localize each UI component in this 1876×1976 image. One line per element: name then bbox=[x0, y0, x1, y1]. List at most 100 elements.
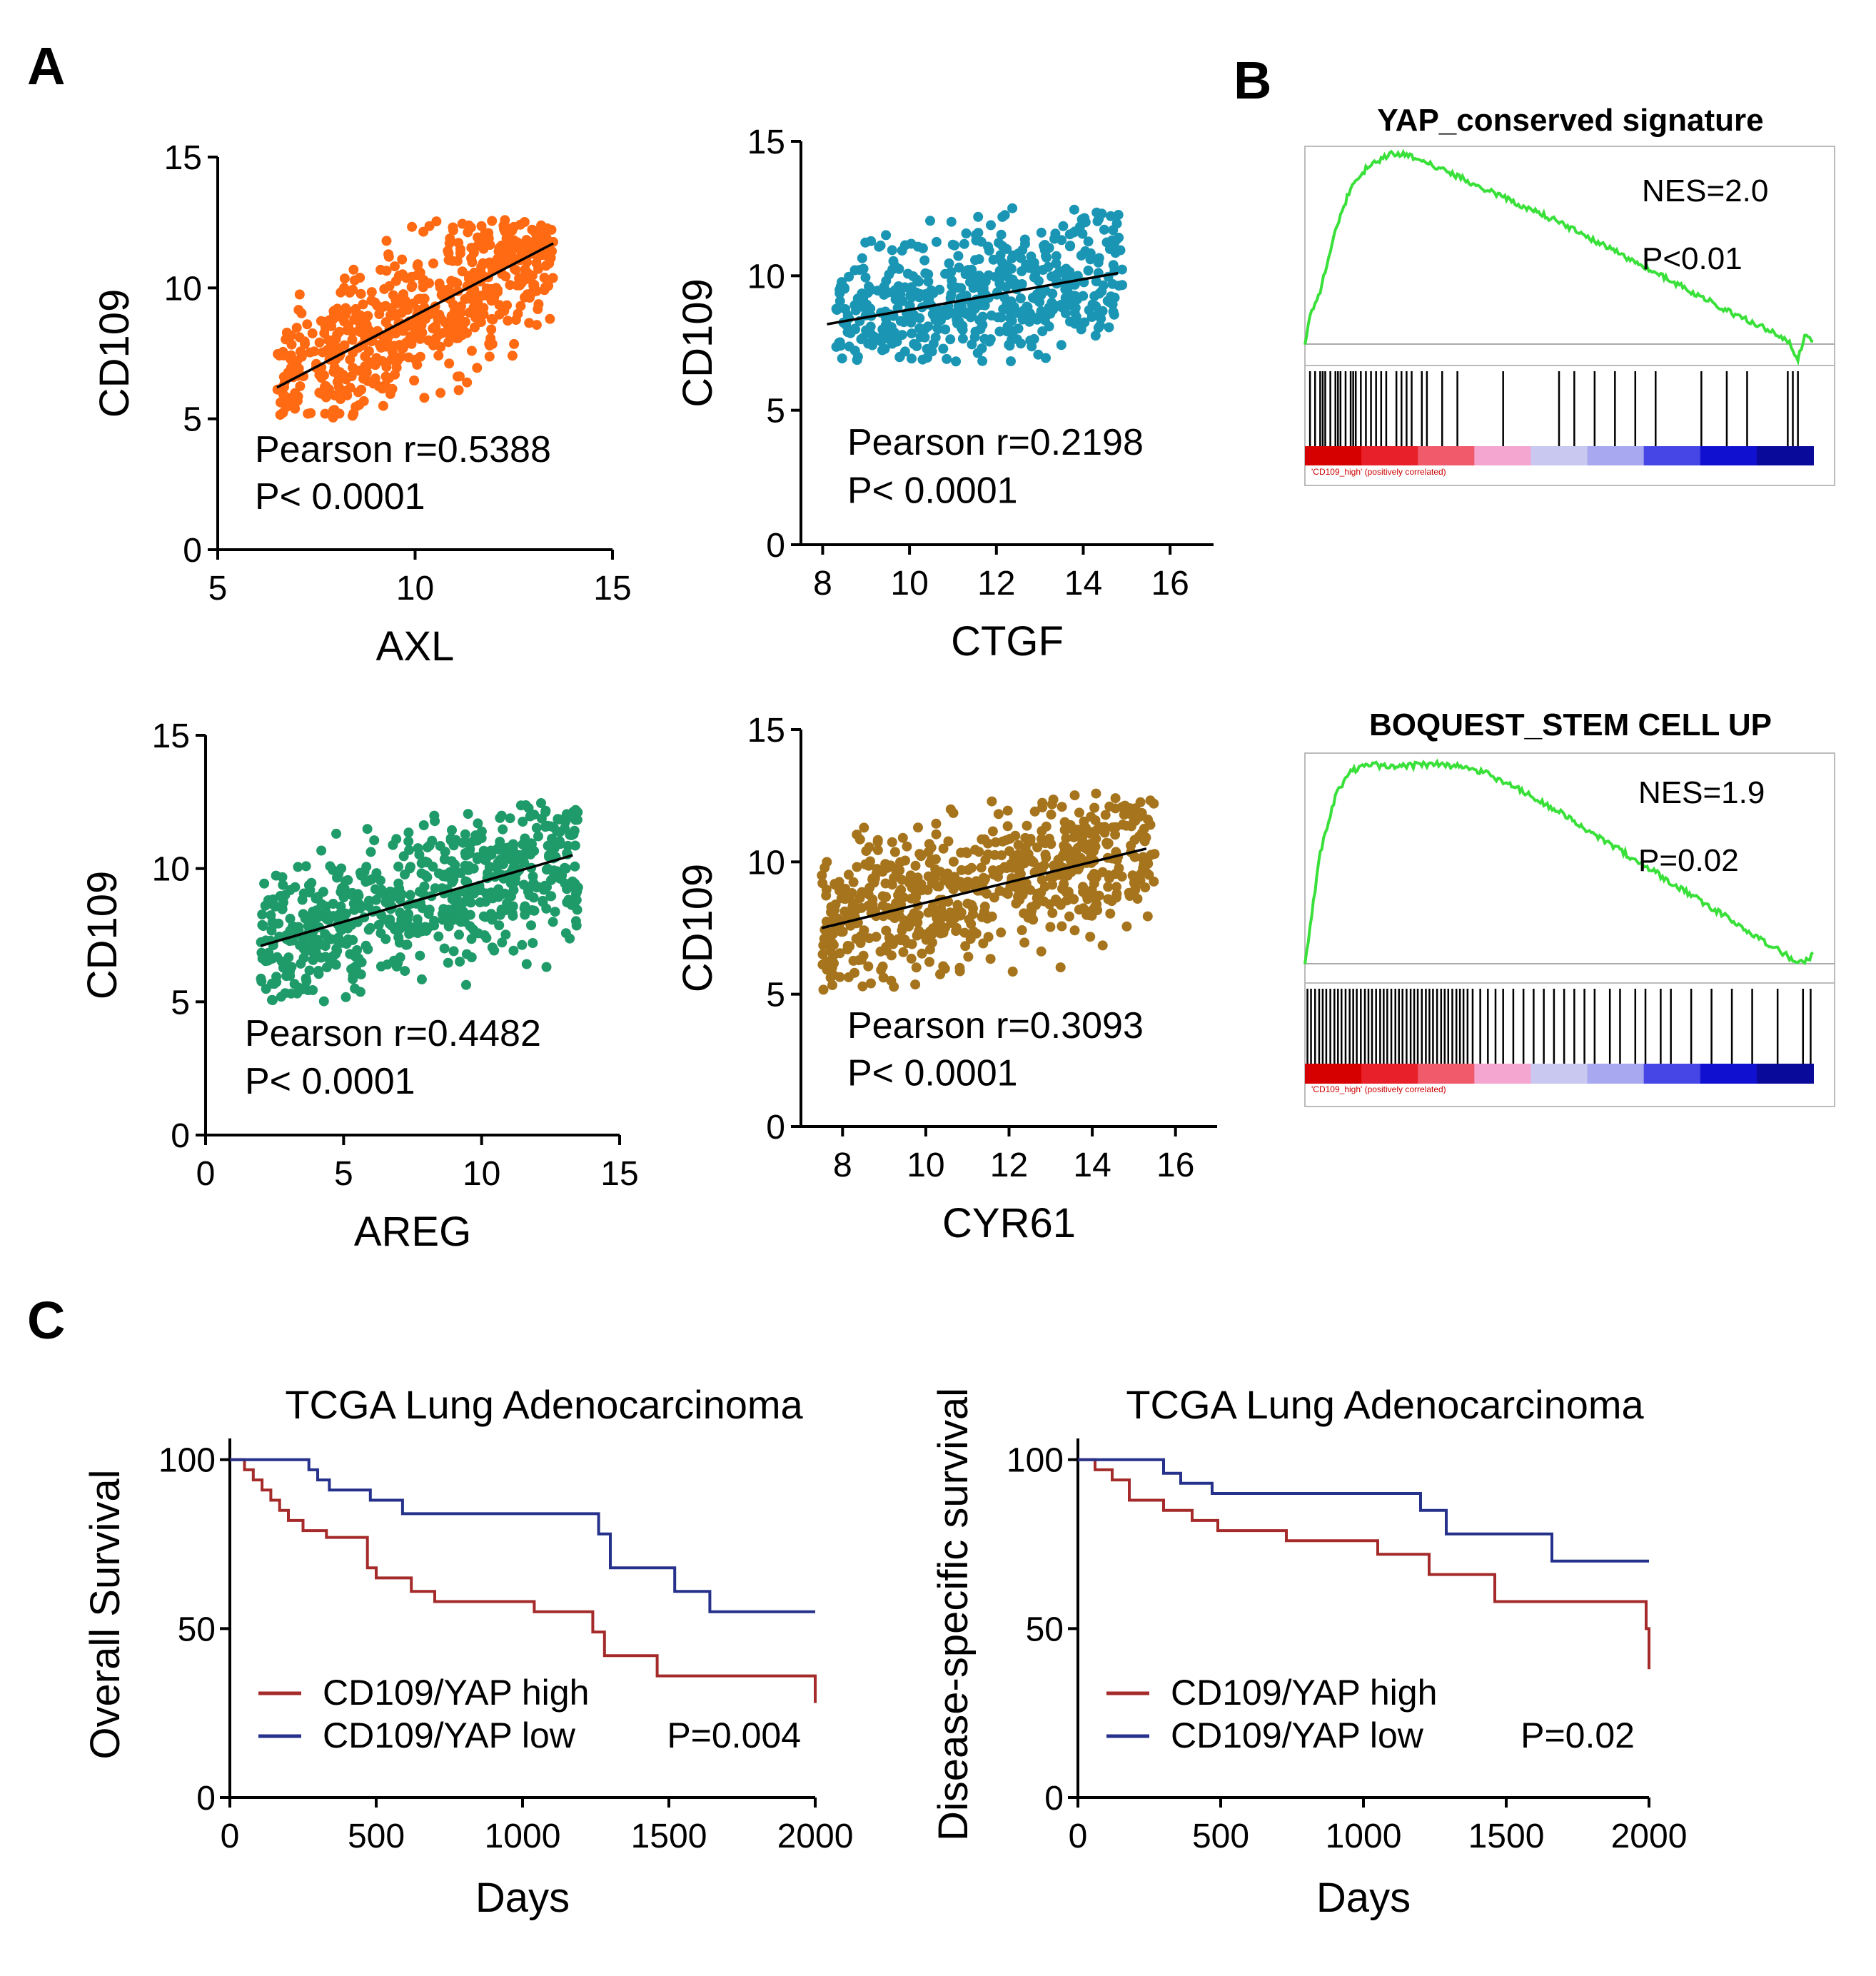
data-point bbox=[917, 929, 927, 939]
data-point bbox=[267, 994, 277, 1005]
x-tick-label: 10 bbox=[890, 565, 928, 603]
data-point bbox=[483, 892, 493, 902]
data-point bbox=[1110, 248, 1121, 258]
data-point bbox=[1126, 840, 1136, 851]
data-point bbox=[977, 912, 987, 922]
data-point bbox=[454, 904, 464, 914]
data-point bbox=[296, 308, 307, 318]
data-point bbox=[1051, 258, 1061, 269]
data-point bbox=[509, 338, 520, 349]
data-point bbox=[1127, 870, 1138, 881]
data-point bbox=[821, 917, 832, 927]
data-point bbox=[965, 312, 976, 323]
data-point bbox=[1032, 842, 1043, 853]
data-point bbox=[993, 809, 1004, 820]
data-point bbox=[524, 883, 535, 894]
data-point bbox=[929, 872, 940, 883]
data-point bbox=[879, 343, 890, 354]
data-point bbox=[1017, 314, 1028, 325]
data-point bbox=[418, 820, 429, 830]
y-tick-label: 0 bbox=[766, 1109, 785, 1146]
data-point bbox=[956, 283, 967, 293]
data-point bbox=[851, 934, 862, 944]
data-point bbox=[1051, 251, 1061, 261]
data-point bbox=[829, 904, 840, 915]
data-point bbox=[269, 979, 280, 989]
data-point bbox=[328, 951, 338, 962]
data-point bbox=[294, 332, 305, 343]
data-point bbox=[1106, 896, 1117, 907]
data-point bbox=[286, 339, 297, 350]
data-point bbox=[989, 892, 999, 903]
data-point bbox=[964, 914, 974, 925]
survival-curve-low bbox=[230, 1458, 815, 1613]
data-point bbox=[448, 278, 458, 288]
data-point bbox=[444, 904, 454, 915]
rank-segment bbox=[1474, 446, 1532, 465]
rank-segment bbox=[1756, 446, 1814, 465]
y-axis-label: CD109 bbox=[91, 289, 138, 418]
data-point bbox=[1019, 937, 1030, 948]
data-point bbox=[443, 957, 453, 968]
data-point bbox=[1013, 323, 1024, 334]
data-point bbox=[1056, 235, 1067, 246]
x-axis-label: CYR61 bbox=[942, 1200, 1076, 1246]
x-tick-label: 1000 bbox=[485, 1818, 561, 1855]
data-point bbox=[924, 857, 935, 868]
y-axis-label: CD109 bbox=[675, 864, 721, 993]
data-point bbox=[1069, 226, 1080, 237]
data-point bbox=[343, 923, 353, 934]
data-point bbox=[447, 877, 458, 887]
data-point bbox=[920, 268, 931, 278]
nes-annotation: NES=1.9 bbox=[1638, 775, 1765, 810]
data-point bbox=[946, 289, 957, 300]
data-point bbox=[463, 864, 474, 875]
data-point bbox=[473, 240, 483, 251]
data-point bbox=[498, 824, 508, 835]
rank-segment bbox=[1587, 1064, 1645, 1084]
data-point bbox=[1061, 895, 1072, 906]
data-point bbox=[898, 947, 909, 957]
data-point bbox=[257, 919, 268, 930]
data-point bbox=[313, 965, 324, 976]
data-point bbox=[286, 330, 297, 341]
data-point bbox=[372, 301, 383, 311]
data-point bbox=[508, 945, 519, 956]
data-point bbox=[473, 852, 483, 862]
data-point bbox=[487, 216, 498, 226]
data-point bbox=[379, 914, 390, 925]
data-point bbox=[843, 972, 854, 982]
data-point bbox=[897, 832, 908, 843]
rank-segment bbox=[1305, 446, 1363, 465]
data-point bbox=[971, 928, 982, 939]
data-point bbox=[1002, 243, 1012, 254]
rank-segment bbox=[1756, 1064, 1814, 1084]
data-point bbox=[433, 330, 444, 341]
data-point bbox=[390, 294, 401, 305]
data-point bbox=[470, 322, 480, 333]
data-point bbox=[1001, 282, 1012, 293]
data-point bbox=[285, 925, 296, 936]
data-point bbox=[427, 835, 438, 846]
data-point bbox=[993, 872, 1003, 882]
data-point bbox=[1059, 879, 1069, 889]
data-point bbox=[443, 255, 454, 266]
data-point bbox=[986, 311, 997, 321]
gsea-title: BOQUEST_STEM CELL UP bbox=[1369, 707, 1772, 742]
y-tick-label: 15 bbox=[164, 139, 202, 177]
data-point bbox=[889, 982, 899, 992]
data-point bbox=[410, 316, 421, 326]
data-point bbox=[429, 810, 440, 821]
data-point bbox=[444, 238, 455, 248]
y-tick-label: 0 bbox=[1044, 1780, 1064, 1818]
data-point bbox=[1085, 932, 1096, 942]
data-point bbox=[935, 969, 945, 979]
data-point bbox=[829, 958, 839, 969]
y-axis-label: CD109 bbox=[675, 278, 721, 408]
data-point bbox=[278, 962, 288, 973]
gene-hits bbox=[1308, 371, 1799, 446]
data-point bbox=[343, 934, 353, 944]
data-point bbox=[980, 874, 990, 884]
data-point bbox=[332, 303, 343, 314]
data-point bbox=[542, 223, 553, 233]
